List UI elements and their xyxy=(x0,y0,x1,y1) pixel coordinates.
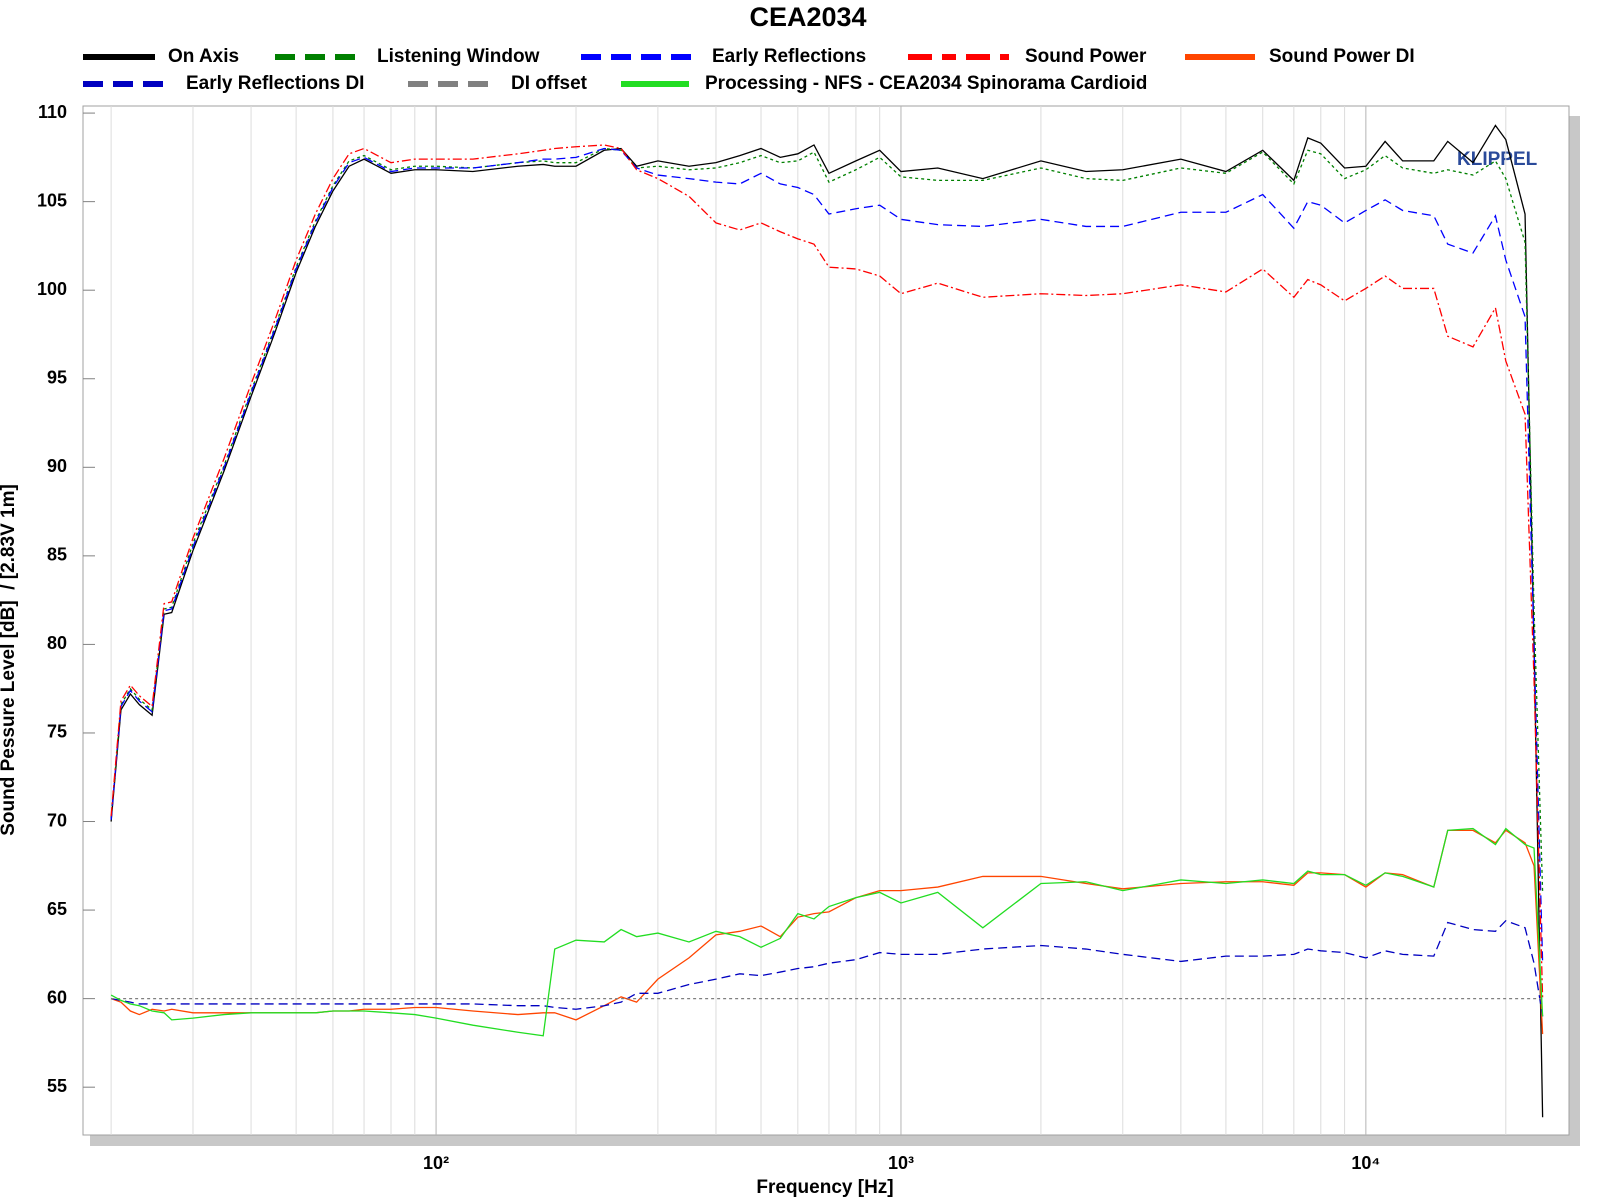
legend-label: On Axis xyxy=(168,46,239,67)
y-tick-label: 110 xyxy=(38,102,67,122)
legend-label: Sound Power xyxy=(1025,46,1147,67)
x-tick-label: 10⁴ xyxy=(1351,1153,1380,1173)
series-line xyxy=(110,147,1544,964)
legend-label: DI offset xyxy=(511,73,588,94)
y-tick-label: 80 xyxy=(47,633,67,653)
annotation: KLIPPEL xyxy=(1457,149,1538,170)
legend-label: Early Reflections xyxy=(712,46,866,67)
series-line xyxy=(110,147,1544,893)
y-tick-label: 100 xyxy=(37,279,67,299)
y-tick-label: 55 xyxy=(47,1076,67,1096)
chart-title: CEA2034 xyxy=(749,2,866,32)
y-tick-label: 85 xyxy=(47,545,67,565)
y-tick-label: 105 xyxy=(37,190,67,210)
series-line xyxy=(110,827,1544,1037)
legend-label: Sound Power DI xyxy=(1269,46,1415,67)
legend-label: Listening Window xyxy=(377,46,540,67)
x-axis-label: Frequency [Hz] xyxy=(756,1177,893,1198)
y-tick-label: 70 xyxy=(47,810,67,830)
x-tick-label: 10³ xyxy=(888,1153,914,1173)
x-tick-label: 10² xyxy=(423,1153,449,1173)
y-tick-label: 65 xyxy=(47,899,67,919)
legend-label: Processing - NFS - CEA2034 Spinorama Car… xyxy=(705,73,1147,94)
y-tick-label: 95 xyxy=(47,367,67,387)
y-tick-label: 90 xyxy=(47,456,67,476)
y-tick-label: 75 xyxy=(47,722,67,742)
series-line xyxy=(110,124,1544,1118)
series-line xyxy=(110,144,1544,999)
y-tick-label: 60 xyxy=(47,987,67,1007)
series-line xyxy=(111,919,1544,1017)
y-axis-label: Sound Pessure Level [dB] / [2.83V 1m] xyxy=(0,484,19,836)
legend-label: Early Reflections DI xyxy=(186,73,364,94)
plot-area xyxy=(82,105,1570,1136)
